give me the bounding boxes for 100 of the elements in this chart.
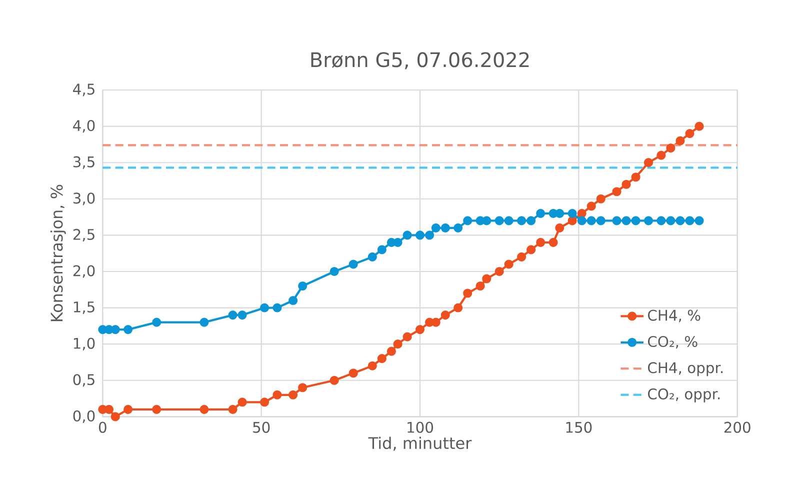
y-tick-label: 0,5 (73, 374, 94, 387)
point (622, 216, 631, 226)
point (386, 346, 396, 356)
point (393, 340, 402, 349)
point (476, 281, 485, 291)
y-tick-label: 4,0 (73, 120, 95, 133)
point (685, 216, 694, 226)
point (238, 398, 247, 407)
point (348, 368, 358, 378)
point (200, 404, 209, 414)
point (504, 216, 514, 226)
point (463, 288, 472, 298)
point (368, 361, 377, 370)
y-tick-label: 2,0 (73, 265, 95, 278)
legend-label: CH4, oppr. (648, 362, 722, 376)
point (152, 318, 162, 327)
point (482, 274, 492, 284)
point (504, 260, 514, 269)
point (666, 216, 676, 226)
point (402, 332, 412, 342)
point (348, 260, 358, 269)
point (577, 216, 586, 226)
x-axis-title: Tid, minutter (368, 436, 472, 451)
x-tick-label: 100 (408, 422, 434, 433)
x-tick-label: 50 (253, 422, 270, 433)
y-tick-label: 3,5 (73, 156, 94, 169)
y-tick-label: 2,5 (73, 228, 94, 242)
point (596, 216, 606, 226)
y-tick-label: 4,5 (73, 84, 94, 96)
point (694, 122, 704, 131)
point (494, 266, 504, 276)
point (330, 266, 339, 276)
point (517, 216, 526, 226)
y-tick-label: 1,0 (74, 338, 95, 350)
legend-label: CO₂, oppr. (648, 388, 720, 402)
point (124, 404, 133, 414)
point (555, 208, 564, 218)
point (463, 216, 472, 226)
point (454, 223, 463, 232)
point (124, 325, 133, 334)
legend-label: CO₂, % (648, 336, 698, 349)
point (228, 310, 238, 320)
point (440, 310, 450, 320)
point (272, 303, 282, 312)
point (644, 216, 654, 226)
point (415, 230, 425, 240)
point (260, 303, 270, 312)
point (288, 296, 298, 306)
point (104, 404, 114, 414)
point (631, 216, 640, 226)
point (694, 216, 704, 226)
point (526, 216, 536, 226)
point (568, 216, 577, 226)
point (330, 376, 339, 385)
point (577, 208, 586, 218)
point (622, 180, 631, 189)
y-tick-label: 3,0 (73, 192, 95, 206)
point (228, 404, 238, 414)
x-tick-label: 150 (566, 422, 592, 433)
point (200, 318, 209, 327)
point (676, 216, 685, 226)
point (377, 354, 386, 364)
point (631, 172, 640, 182)
point (555, 223, 564, 232)
point (260, 398, 270, 407)
y-tick-label: 1,5 (74, 302, 94, 314)
x-tick-label: 0 (98, 422, 106, 433)
point (644, 158, 654, 168)
point (288, 390, 298, 400)
point (368, 252, 377, 262)
point (377, 245, 386, 254)
point (612, 216, 622, 226)
point (415, 325, 425, 334)
legend-label: CH4, % (648, 310, 700, 322)
point (298, 383, 308, 392)
point (454, 303, 463, 312)
y-tick-label: 0,0 (73, 410, 95, 423)
point (548, 238, 558, 247)
point (685, 129, 694, 138)
point (656, 150, 666, 160)
y-axis-title: Konsentrasjon, % (50, 184, 66, 322)
point (536, 238, 546, 247)
point (612, 187, 622, 196)
point (298, 281, 308, 291)
point (402, 230, 412, 240)
point (586, 216, 596, 226)
point (110, 412, 120, 422)
point (656, 216, 666, 226)
point (238, 310, 247, 320)
point (424, 230, 434, 240)
point (666, 144, 676, 153)
x-tick-label: 200 (724, 422, 750, 433)
point (586, 202, 596, 211)
point (440, 223, 450, 232)
point (431, 223, 440, 232)
point (676, 136, 685, 146)
point (596, 194, 606, 204)
point (494, 216, 504, 226)
chart-title: Brønn G5, 07.06.2022 (311, 52, 529, 70)
point (536, 208, 546, 218)
